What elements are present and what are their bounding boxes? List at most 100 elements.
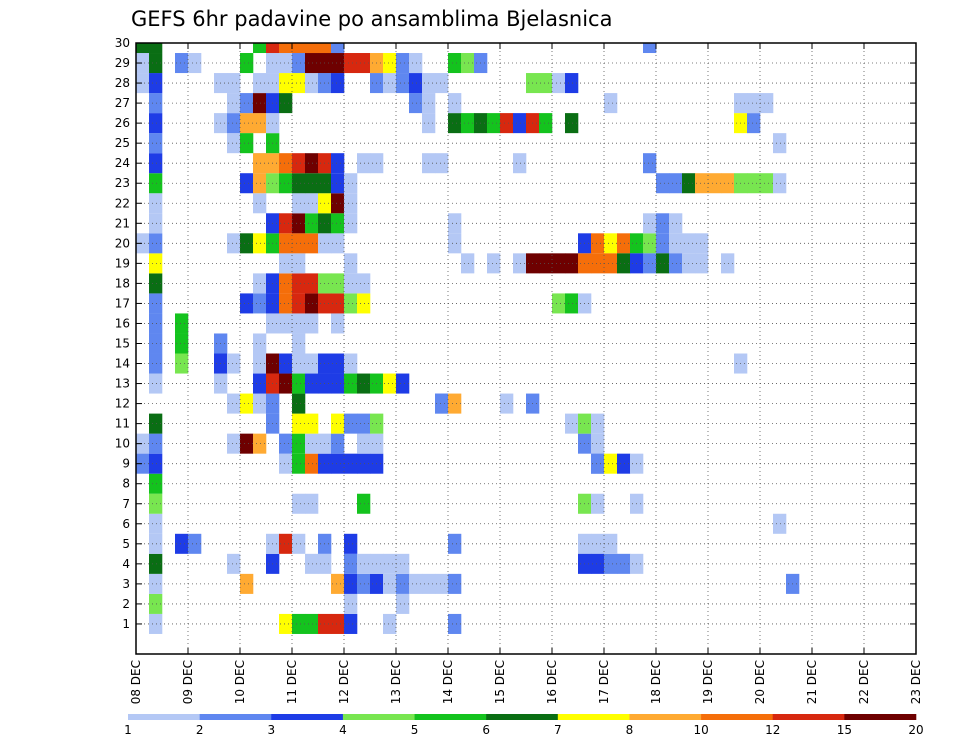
heatmap-cell — [227, 433, 241, 454]
heatmap-cell — [279, 533, 293, 554]
heatmap-cell — [357, 553, 371, 574]
heatmap-cell — [149, 593, 163, 614]
heatmap-cell — [409, 93, 423, 114]
heatmap-cell — [396, 53, 410, 74]
heatmap-cell — [643, 43, 657, 54]
heatmap-cell — [396, 553, 410, 574]
x-tick-label: 20 DEC — [753, 660, 767, 704]
x-tick-label: 10 DEC — [233, 660, 247, 704]
y-tick-label: 7 — [122, 497, 130, 511]
heatmap-cell — [253, 433, 267, 454]
heatmap-cell — [279, 313, 293, 334]
heatmap-cell — [175, 53, 189, 74]
heatmap-cell — [409, 73, 423, 94]
heatmap-cell — [253, 273, 267, 294]
y-tick-label: 23 — [115, 176, 130, 190]
heatmap-cell — [292, 73, 306, 94]
y-tick-label: 20 — [115, 236, 130, 250]
heatmap-cell — [357, 573, 371, 594]
heatmap-cell — [331, 613, 345, 634]
heatmap-cell — [500, 393, 514, 414]
heatmap-cell — [227, 553, 241, 574]
y-tick-label: 21 — [115, 216, 130, 230]
x-tick-label: 12 DEC — [337, 660, 351, 704]
heatmap-cell — [305, 373, 319, 394]
heatmap-cell — [448, 113, 462, 134]
heatmap-cell — [292, 53, 306, 74]
colorbar-label: 10 — [693, 723, 708, 737]
x-tick-label: 08 DEC — [129, 660, 143, 704]
colorbar-label: 2 — [196, 723, 204, 737]
colorbar-label: 15 — [837, 723, 852, 737]
y-tick-label: 6 — [122, 517, 130, 531]
heatmap-cell — [435, 153, 449, 174]
heatmap-cell — [240, 573, 254, 594]
heatmap-cell — [448, 233, 462, 254]
y-tick-label: 26 — [115, 116, 130, 130]
heatmap-cell — [344, 373, 358, 394]
heatmap-cell — [305, 53, 319, 74]
heatmap-cell — [747, 93, 761, 114]
heatmap-cell — [617, 253, 631, 274]
heatmap-cell — [591, 413, 605, 434]
y-axis-ticks: 1234567891011121314151617181920212223242… — [115, 36, 916, 631]
heatmap-cell — [292, 393, 306, 414]
colorbar-label: 6 — [482, 723, 490, 737]
heatmap-cell — [305, 193, 319, 214]
heatmap-cell — [292, 433, 306, 454]
heatmap-cell — [292, 353, 306, 374]
x-tick-label: 21 DEC — [805, 660, 819, 704]
heatmap-cell — [331, 173, 345, 194]
heatmap-cell — [136, 433, 150, 454]
heatmap-cell — [331, 273, 345, 294]
heatmap-cells — [136, 43, 800, 634]
heatmap-cell — [240, 53, 254, 74]
heatmap-cell — [331, 233, 345, 254]
heatmap-cell — [695, 233, 709, 254]
heatmap-cell — [292, 493, 306, 514]
heatmap-cell — [695, 173, 709, 194]
heatmap-cell — [396, 593, 410, 614]
heatmap-cell — [136, 73, 150, 94]
y-tick-label: 16 — [115, 316, 130, 330]
heatmap-cell — [227, 133, 241, 154]
x-tick-label: 16 DEC — [545, 660, 559, 704]
colorbar-swatch — [486, 714, 559, 720]
y-tick-label: 19 — [115, 256, 130, 270]
heatmap-cell — [305, 213, 319, 234]
heatmap-cell — [344, 53, 358, 74]
heatmap-cell — [149, 253, 163, 274]
heatmap-cell — [188, 53, 202, 74]
heatmap-cell — [383, 53, 397, 74]
y-tick-label: 11 — [115, 417, 130, 431]
heatmap-cell — [513, 113, 527, 134]
heatmap-cell — [396, 373, 410, 394]
y-tick-label: 5 — [122, 537, 130, 551]
heatmap-cell — [240, 233, 254, 254]
y-tick-label: 9 — [122, 457, 130, 471]
heatmap-cell — [240, 393, 254, 414]
x-tick-label: 11 DEC — [285, 660, 299, 704]
heatmap-cell — [253, 193, 267, 214]
heatmap-cell — [149, 453, 163, 474]
y-tick-label: 25 — [115, 136, 130, 150]
heatmap-cell — [253, 233, 267, 254]
heatmap-cell — [253, 43, 267, 54]
heatmap-cell — [604, 233, 618, 254]
plot-frame — [135, 42, 917, 655]
heatmap-cell — [552, 293, 566, 314]
heatmap-cell — [331, 433, 345, 454]
heatmap-cell — [227, 353, 241, 374]
x-axis-ticks: 08 DEC 09 DEC 10 DEC 11 DEC 12 DEC 13 DEC 14 D… — [129, 43, 923, 704]
heatmap-cell — [279, 273, 293, 294]
heatmap-cell — [253, 393, 267, 414]
heatmap-cell — [500, 113, 514, 134]
heatmap-cell — [149, 43, 163, 54]
heatmap-cell — [305, 313, 319, 334]
heatmap-cell — [149, 213, 163, 234]
heatmap-cell — [760, 173, 774, 194]
heatmap-cell — [331, 293, 345, 314]
colorbar-swatch — [414, 714, 487, 720]
x-tick-label: 14 DEC — [441, 660, 455, 704]
heatmap-cell — [318, 43, 332, 54]
